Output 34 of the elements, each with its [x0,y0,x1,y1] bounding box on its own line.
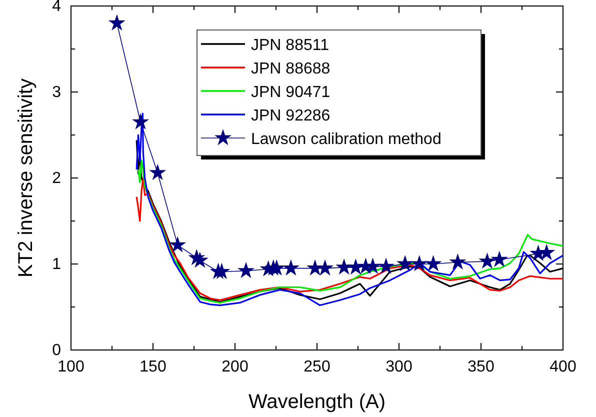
point [108,14,126,30]
point [424,255,442,272]
x-tick-label: 400 [550,358,576,376]
x-tick-label: 250 [304,358,330,376]
y-tick-label: 3 [52,84,62,102]
point [149,164,166,180]
x-axis-title: Wavelength (A) [248,391,386,413]
point [378,258,395,274]
x-tick-label: 200 [222,358,248,376]
legend-label: JPN 88511 [251,37,330,54]
point [396,255,414,272]
point [132,113,150,130]
y-tick-label: 1 [52,256,62,274]
x-tick-label: 350 [468,358,494,376]
point [410,255,428,272]
point [237,262,255,278]
point [478,252,496,269]
x-tick-label: 100 [58,358,84,376]
point [490,250,508,267]
legend-label: JPN 88688 [251,60,330,78]
point [191,252,208,268]
x-tick-label: 150 [140,358,166,376]
point [282,259,300,276]
point [169,236,186,252]
point [449,253,466,270]
legend-label: Lawson calibration method [251,131,442,148]
legend-label: JPN 90471 [251,84,330,101]
y-tick-label: 2 [52,170,62,188]
legend-label: JPN 92286 [251,108,330,124]
x-tick-label: 300 [386,358,412,376]
y-tick-label: 4 [52,0,62,16]
y-axis-title: KT2 inverse sensitivity [15,78,37,278]
y-tick-label: 0 [52,342,62,360]
point [538,244,556,260]
